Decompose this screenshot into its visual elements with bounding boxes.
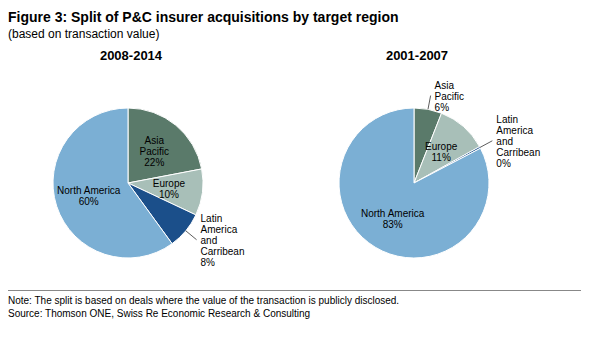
svg-text:AsiaPacific22%: AsiaPacific22% [140,135,169,168]
html-text:2008-2014: 2008-2014 [99,48,163,63]
svg-text:LatinAmericaandCarribean0%: LatinAmericaandCarribean0% [496,113,540,168]
svg-text:Europe10%: Europe10% [153,177,186,199]
html-text:Figure 3: Split of P&C insurer: Figure 3: Split of P&C insurer acquisiti… [8,9,399,25]
html-text:2001-2007: 2001-2007 [385,48,449,63]
html-text:Note: The split is based on de: Note: The split is based on deals where … [8,295,400,306]
html-text:Source: Thomson ONE, Swiss Re: Source: Thomson ONE, Swiss Re Economic R… [8,308,311,319]
svg-text:North America60%: North America60% [57,185,121,207]
html-text:(based on transaction value): (based on transaction value) [8,27,160,41]
svg-text:AsiaPacific6%: AsiaPacific6% [435,79,464,112]
svg-text:Europe11%: Europe11% [425,141,458,163]
svg-text:LatinAmericaandCarribean8%: LatinAmericaandCarribean8% [201,212,245,267]
svg-text:North America83%: North America83% [361,207,425,229]
